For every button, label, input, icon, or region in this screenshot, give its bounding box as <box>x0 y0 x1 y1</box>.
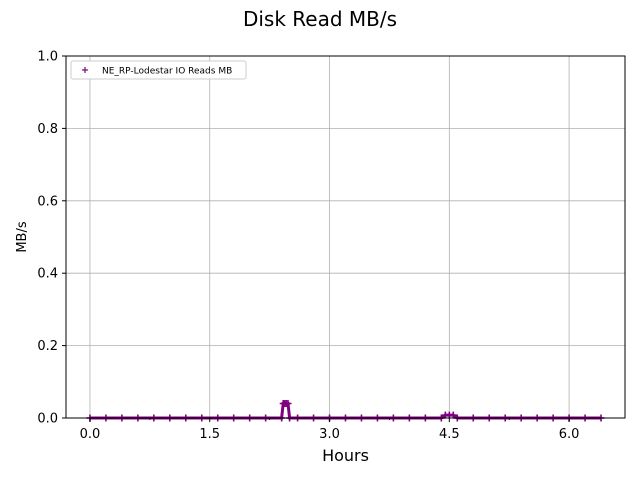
x-tick-label: 0.0 <box>80 427 101 442</box>
x-axis-label: Hours <box>322 446 369 465</box>
x-tick-label: 3.0 <box>319 427 340 442</box>
legend: NE_RP-Lodestar IO Reads MB <box>70 60 247 80</box>
y-tick-label: 0.6 <box>37 194 58 209</box>
data-point <box>449 411 457 419</box>
y-axis-label: MB/s <box>15 221 30 253</box>
axis-ticks: 0.0 1.5 3.0 4.5 6.0 0.0 0.2 0.4 0.6 0.8 1.0 <box>37 50 579 443</box>
legend-marker <box>82 67 88 73</box>
legend-box <box>70 60 247 80</box>
y-tick-label: 0.2 <box>37 339 58 354</box>
plot-frame <box>65 55 626 419</box>
y-tick-label: 1.0 <box>37 50 58 65</box>
y-tick-label: 0.8 <box>37 122 58 137</box>
x-tick-label: 1.5 <box>199 427 220 442</box>
chart-title: Disk Read MB/s <box>243 7 397 31</box>
data-point <box>284 400 292 408</box>
x-tick-label: 4.5 <box>439 427 460 442</box>
y-tick-label: 0.4 <box>37 267 58 282</box>
legend-label: NE_RP-Lodestar IO Reads MB <box>102 67 232 77</box>
y-tick-label: 0.0 <box>37 412 58 427</box>
x-tick-label: 6.0 <box>559 427 580 442</box>
